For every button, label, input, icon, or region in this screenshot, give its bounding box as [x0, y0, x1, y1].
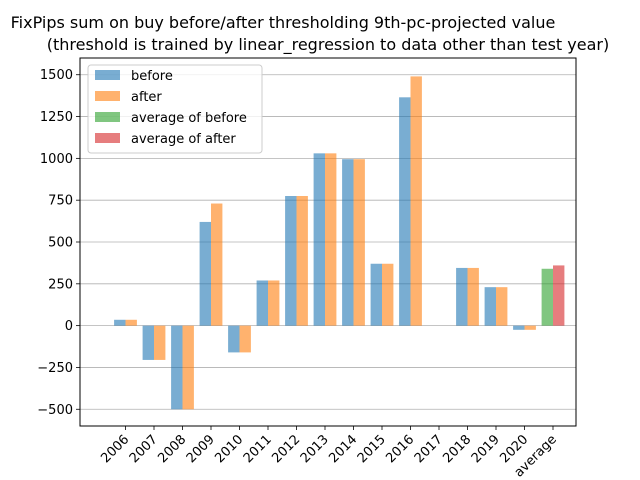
bar-before	[285, 196, 297, 326]
chart-title: FixPips sum on buy before/after threshol…	[11, 13, 556, 32]
legend-label: before	[131, 69, 173, 84]
bar-before	[399, 97, 411, 326]
legend-swatch	[95, 70, 120, 80]
bar-before	[456, 267, 468, 326]
bar-before	[228, 325, 240, 353]
bar-after	[496, 287, 508, 326]
legend-swatch	[95, 112, 120, 122]
bar-after	[524, 325, 536, 330]
x-tick-label: 2009	[184, 432, 218, 466]
bar-after	[325, 153, 337, 326]
x-tick-label: 2017	[412, 432, 446, 466]
x-tick-label: 2008	[155, 432, 189, 466]
y-tick-label: 0	[65, 319, 73, 334]
chart-subtitle: (threshold is trained by linear_regressi…	[47, 35, 609, 55]
bars-layer	[114, 76, 565, 410]
x-tick-label: 2019	[469, 432, 503, 466]
bar-before	[199, 221, 211, 326]
y-tick-label: −500	[37, 403, 73, 418]
bar-after	[268, 280, 280, 326]
y-tick-label: 1000	[40, 152, 73, 167]
bar-after	[211, 203, 223, 326]
x-tick-label: 2015	[355, 432, 389, 466]
bar-average-of-after	[553, 265, 565, 326]
y-tick-label: 500	[48, 236, 73, 251]
legend: before after average of before average of a…	[87, 64, 263, 154]
y-tick-label: 250	[48, 277, 73, 292]
bar-before	[256, 280, 268, 326]
x-tick-label: 2012	[269, 432, 303, 466]
x-tick-label: 2007	[127, 432, 161, 466]
legend-label: average of after	[131, 132, 236, 147]
x-tick-label: 2016	[383, 432, 417, 466]
x-tick-label: 2006	[98, 432, 132, 466]
legend-label: average of before	[131, 111, 247, 126]
x-tick-label: 2011	[241, 432, 275, 466]
y-axis: −500 −250 0 250 500 750 1000 1250 1500	[37, 68, 80, 418]
bar-average-of-before	[541, 268, 553, 326]
bar-after	[182, 325, 194, 410]
y-tick-label: −250	[37, 361, 73, 376]
bar-after	[125, 319, 137, 326]
bar-after	[239, 325, 251, 353]
bar-before	[370, 263, 382, 326]
bar-before	[171, 325, 183, 410]
y-tick-label: 1500	[40, 68, 73, 83]
x-tick-label: 2018	[440, 432, 474, 466]
legend-box	[87, 64, 263, 154]
bar-before	[142, 325, 154, 360]
y-tick-label: 750	[48, 194, 73, 209]
bar-after	[353, 159, 365, 326]
x-tick-label: 2013	[298, 432, 332, 466]
x-tick-label: 2014	[326, 432, 360, 466]
bar-before	[114, 319, 126, 326]
bar-after	[410, 76, 422, 326]
legend-label: after	[131, 90, 162, 105]
x-tick-label: 2010	[212, 432, 246, 466]
bar-before	[484, 287, 496, 326]
bar-after	[382, 263, 394, 326]
x-axis: 2006200720082009201020112012201320142015…	[98, 426, 560, 480]
bar-after	[154, 325, 166, 360]
legend-swatch	[95, 91, 120, 101]
legend-swatch	[95, 133, 120, 143]
bar-before	[313, 153, 325, 326]
bar-after	[296, 196, 308, 326]
y-tick-label: 1250	[40, 110, 73, 125]
bar-after	[467, 267, 479, 326]
bar-before	[513, 325, 525, 330]
bar-before	[342, 159, 354, 326]
